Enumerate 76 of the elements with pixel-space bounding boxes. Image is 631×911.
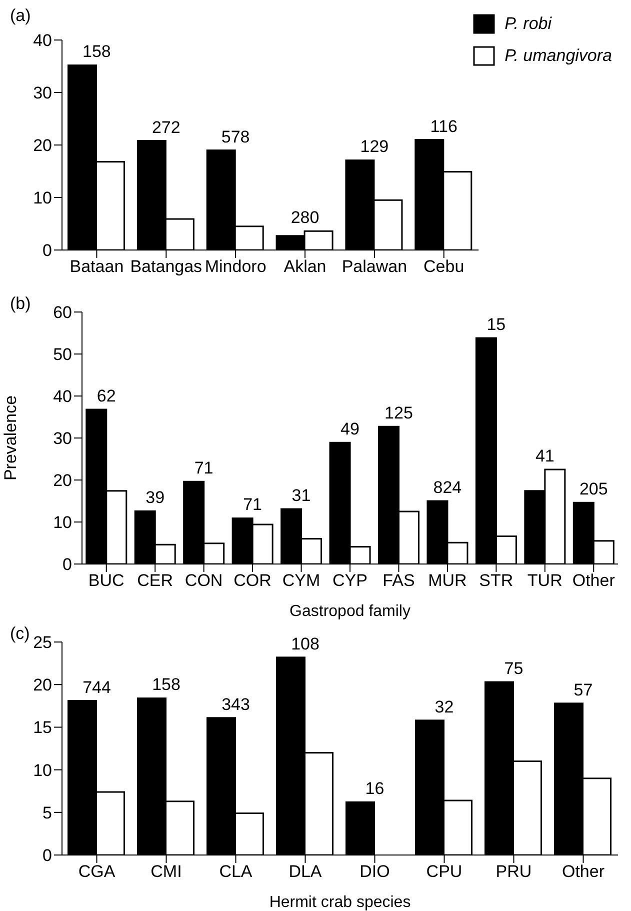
y-tick-label: 40 xyxy=(53,387,72,406)
y-tick-label: 5 xyxy=(42,803,52,822)
annotation: 125 xyxy=(384,404,413,423)
annotation: 824 xyxy=(433,478,462,497)
x-tick-label: CER xyxy=(137,571,174,590)
legend-label: P. umangivora xyxy=(504,46,612,66)
x-tick-label: DLA xyxy=(288,862,322,882)
x-tick-label: PRU xyxy=(496,862,532,882)
annotation: 49 xyxy=(340,420,360,439)
y-tick-label: 25 xyxy=(33,633,52,652)
y-tick-label: 15 xyxy=(33,718,52,738)
annotation: 158 xyxy=(82,42,111,62)
annotation: 272 xyxy=(152,118,180,137)
y-tick-label: 30 xyxy=(33,84,52,103)
x-tick-label: Palawan xyxy=(342,257,408,276)
x-tick-label: Other xyxy=(562,862,605,882)
x-tick-label: CMI xyxy=(150,862,182,882)
annotation: 280 xyxy=(290,208,320,228)
x-tick-label: Other xyxy=(572,571,616,590)
x-tick-label: Mindoro xyxy=(204,257,266,276)
y-tick-label: 10 xyxy=(53,513,72,532)
chart-title: (c) xyxy=(10,624,30,644)
y-tick-label: 20 xyxy=(33,136,52,156)
y-tick-label: 60 xyxy=(53,303,72,322)
x-tick-label: CYP xyxy=(332,571,368,590)
y-tick-label: 10 xyxy=(33,188,52,208)
x-tick-label: FAS xyxy=(382,571,415,590)
y-tick-label: 50 xyxy=(53,345,72,364)
chart-title: (b) xyxy=(10,294,31,314)
x-tick-label: TUR xyxy=(527,571,562,590)
y-tick-label: 20 xyxy=(33,676,52,695)
annotation: 158 xyxy=(152,675,180,694)
x-tick-label: CON xyxy=(184,571,223,590)
x-tick-label: CLA xyxy=(219,862,253,882)
annotation: 75 xyxy=(504,659,524,678)
annotation: 205 xyxy=(579,480,608,499)
x-tick-label: Batangas xyxy=(130,257,202,276)
x-tick-label: DIO xyxy=(360,862,390,882)
chart-title: (a) xyxy=(10,6,31,26)
x-axis-title: Hermit crab species xyxy=(269,894,411,911)
y-tick-label: 0 xyxy=(62,555,72,574)
x-tick-label: Bataan xyxy=(70,257,124,276)
x-tick-label: STR xyxy=(479,571,514,590)
annotation: 71 xyxy=(194,458,214,478)
annotation: 15 xyxy=(486,315,506,334)
x-axis-title: Gastropod family xyxy=(290,603,410,620)
x-tick-label: MUR xyxy=(428,571,467,590)
x-tick-label: BUC xyxy=(88,571,124,590)
legend-label: P. robi xyxy=(504,14,552,34)
x-tick-label: CYM xyxy=(282,571,320,590)
x-tick-label: Cebu xyxy=(424,257,464,276)
annotation: 116 xyxy=(430,116,458,136)
y-tick-label: 0 xyxy=(42,241,52,260)
x-tick-label: CPU xyxy=(426,862,462,882)
annotation: 32 xyxy=(434,697,454,716)
y-tick-label: 10 xyxy=(33,760,52,780)
annotation: 71 xyxy=(243,495,262,514)
x-tick-label: CGA xyxy=(78,862,116,882)
annotation: 129 xyxy=(360,137,389,156)
y-tick-label: 20 xyxy=(53,471,72,490)
y-tick-label: 40 xyxy=(33,31,52,50)
annotation: 108 xyxy=(291,634,320,654)
annotation: 578 xyxy=(221,127,250,146)
x-tick-label: COR xyxy=(234,571,272,590)
annotation: 39 xyxy=(146,488,165,508)
annotation: 62 xyxy=(96,386,116,406)
annotation: 41 xyxy=(535,446,554,466)
annotation: 744 xyxy=(82,678,111,697)
x-tick-label: Aklan xyxy=(284,257,326,276)
annotation: 16 xyxy=(365,779,384,798)
annotation: 31 xyxy=(292,486,311,505)
y-tick-label: 30 xyxy=(53,429,72,448)
annotation: 343 xyxy=(222,694,250,714)
annotation: 57 xyxy=(574,680,593,700)
y-axis-title: Prevalence xyxy=(1,395,20,481)
y-tick-label: 0 xyxy=(42,846,52,866)
